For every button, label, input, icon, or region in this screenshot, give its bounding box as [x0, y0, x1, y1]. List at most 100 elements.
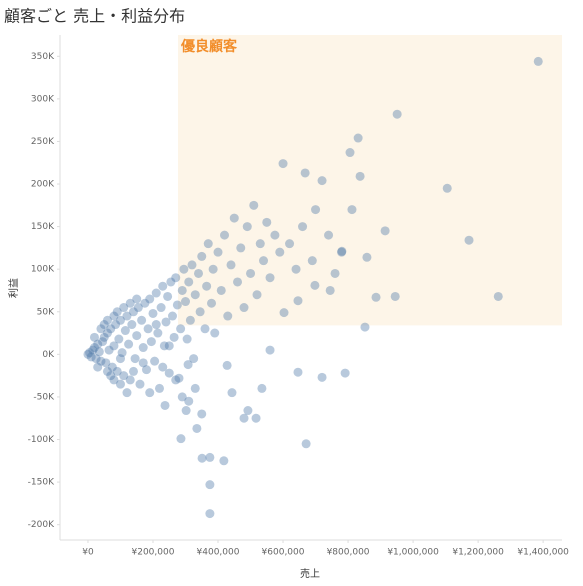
point — [340, 368, 350, 378]
point — [89, 343, 99, 353]
point — [93, 362, 103, 372]
y-tick-label: 350K — [31, 52, 55, 62]
x-tick-label: ¥1,000,000 — [387, 548, 439, 558]
point — [220, 230, 230, 240]
point — [151, 320, 161, 330]
point — [194, 268, 204, 278]
point — [101, 358, 111, 368]
point — [285, 239, 295, 249]
point — [106, 324, 116, 334]
point — [138, 343, 148, 353]
point — [102, 315, 112, 325]
point — [347, 205, 357, 215]
point — [390, 291, 400, 301]
point — [106, 371, 116, 381]
x-tick-label: ¥0 — [82, 548, 94, 558]
point — [102, 366, 112, 376]
point — [229, 213, 239, 223]
point — [257, 383, 267, 393]
point — [112, 366, 122, 376]
point — [243, 406, 253, 416]
point — [160, 400, 170, 410]
point — [93, 339, 103, 349]
point — [324, 230, 334, 240]
y-tick-label: -100K — [28, 435, 55, 445]
point — [190, 383, 200, 393]
point — [85, 348, 95, 358]
y-tick-label: 300K — [31, 94, 55, 104]
point — [355, 171, 365, 181]
point — [96, 356, 106, 366]
point — [181, 297, 190, 307]
point — [184, 396, 194, 406]
point — [216, 285, 226, 295]
point — [200, 324, 210, 334]
point — [132, 294, 142, 304]
x-tick-label: ¥400,000 — [197, 548, 240, 558]
point — [156, 303, 166, 313]
point — [125, 298, 135, 308]
point — [300, 168, 310, 178]
point — [130, 354, 140, 364]
point — [115, 354, 125, 364]
point — [125, 375, 135, 385]
point — [104, 345, 114, 355]
highlight-region — [178, 35, 562, 326]
point — [223, 311, 233, 321]
point — [181, 406, 191, 416]
point — [233, 277, 243, 287]
point — [222, 360, 232, 370]
point — [177, 392, 187, 402]
point — [159, 341, 169, 351]
point — [533, 56, 543, 66]
point — [141, 365, 151, 375]
point — [107, 362, 117, 372]
point — [205, 480, 215, 490]
point — [176, 434, 186, 444]
point — [182, 334, 192, 344]
point — [132, 331, 142, 341]
point — [102, 328, 112, 338]
point — [88, 345, 98, 355]
point — [122, 311, 132, 321]
point — [91, 354, 101, 364]
point — [270, 230, 280, 240]
point — [164, 368, 174, 378]
x-tick-label: ¥1,400,000 — [517, 548, 569, 558]
x-tick-label: ¥800,000 — [327, 548, 370, 558]
y-tick-label: -50K — [33, 392, 55, 402]
point — [493, 291, 503, 301]
point — [83, 349, 93, 359]
point — [197, 251, 207, 261]
point — [239, 413, 249, 423]
point — [278, 159, 288, 169]
point — [161, 317, 171, 327]
point — [171, 273, 181, 283]
point — [137, 315, 147, 325]
point — [96, 324, 106, 334]
point — [111, 320, 121, 330]
point — [146, 337, 156, 347]
y-tick-label: 150K — [31, 222, 55, 232]
point — [167, 311, 177, 321]
point — [114, 334, 124, 344]
point — [362, 252, 372, 262]
point — [239, 303, 249, 313]
point — [164, 341, 174, 351]
point — [197, 453, 207, 463]
point — [251, 413, 261, 423]
point — [337, 246, 347, 256]
point — [259, 256, 269, 266]
point — [174, 373, 184, 383]
point — [310, 280, 320, 290]
point — [227, 388, 237, 398]
point — [249, 200, 259, 210]
point — [99, 320, 109, 330]
y-axis-label: 利益 — [7, 278, 20, 298]
point — [262, 217, 272, 227]
point — [120, 326, 130, 336]
chart-title: 顧客ごと 売上・利益分布 — [4, 7, 185, 26]
y-tick-label: 250K — [31, 137, 55, 147]
